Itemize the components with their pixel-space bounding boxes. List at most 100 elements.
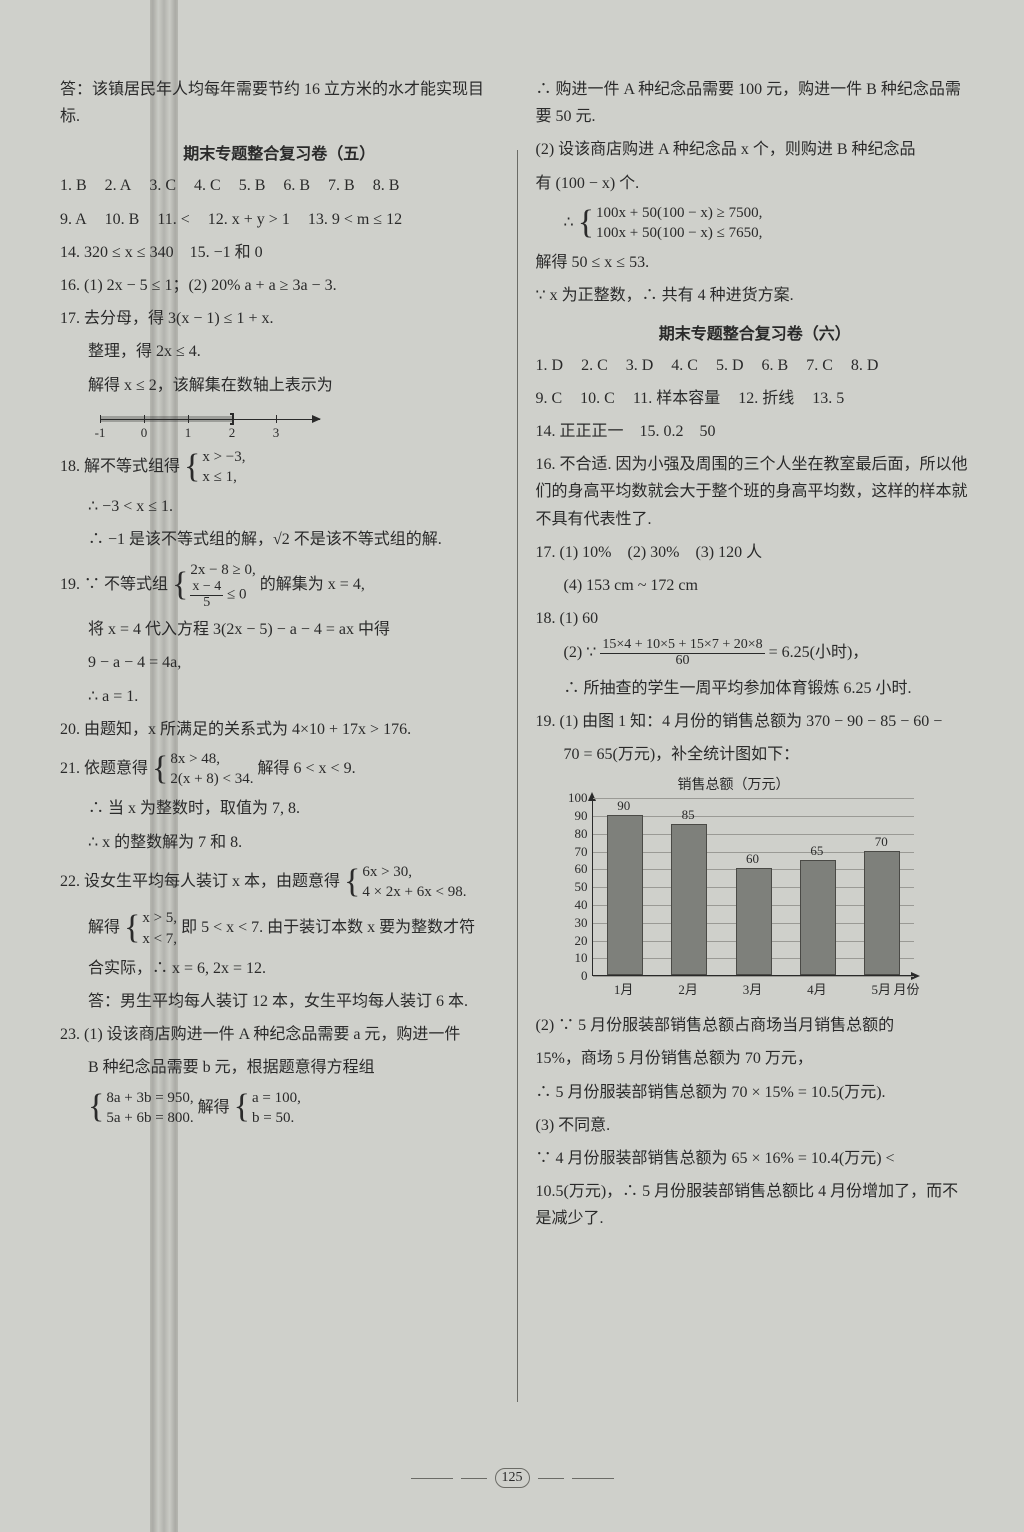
page-number: 125 [40,1467,984,1489]
q18-pre: 18. 解不等式组得 [60,458,180,475]
left-column: 答：该镇居民年人均每年需要节约 16 立方米的水才能实现目标. 期末专题整合复习… [40,30,517,1502]
mc: 2. A [105,177,132,194]
sys-row: x > 5, [142,908,177,928]
mc: 13. 9 < m ≤ 12 [308,211,402,228]
chart-y-tick: 60 [544,861,588,877]
q23-system-2: { a = 100, b = 50. [234,1088,301,1129]
q22a: 解得 { x > 5, x < 7, 即 5 < x < 7. 由于装订本数 x… [60,908,499,949]
mc: 11. 样本容量 [633,390,720,407]
q21-pre: 21. 依题意得 [60,760,148,777]
chart-title: 销售总额（万元） [544,774,924,794]
q23-systems: { 8a + 3b = 950, 5a + 6b = 800. 解得 { a =… [60,1088,499,1129]
rq19c: (3) 不同意. [536,1112,975,1139]
mc: 3. D [626,357,654,374]
sys-row: 2x − 8 ≥ 0, [190,560,255,580]
chart-y-tick: 90 [544,808,588,824]
chart-bar [800,860,836,976]
chart-x-title: 月份 [893,979,919,998]
r-mc-row-1: 1. D 2. C 3. D 4. C 5. D 6. B 7. C 8. D [536,352,975,379]
mc: 10. C [580,390,615,407]
mc: 4. C [671,357,698,374]
bar-chart: 销售总额（万元） 月份 0102030405060708090100901月85… [544,774,924,1004]
rq19b2: 15%，商场 5 月份销售总额为 70 万元， [536,1045,975,1072]
chart-y-tick: 80 [544,826,588,842]
fraction: 15×4 + 10×5 + 15×7 + 20×8 60 [600,638,764,668]
deco-line-icon [461,1478,487,1479]
q22-system: { 6x > 30, 4 × 2x + 6x < 98. [344,862,466,903]
q19b: 9 − a − 4 = 4a, [60,649,499,676]
mc: 5. D [716,357,744,374]
sys-row: x − 4 5 ≤ 0 [190,580,255,610]
mc: 10. B [105,211,140,228]
sys-row: 4 × 2x + 6x < 98. [362,882,466,902]
q23-mid: 解得 [198,1098,230,1115]
q22b: 合实际，∴ x = 6, 2x = 12. [60,955,499,982]
mc-row-1: 1. B 2. A 3. C 4. C 5. B 6. B 7. B 8. B [60,172,499,199]
rq19c3: 10.5(万元)，∴ 5 月份服装部销售总额比 4 月份增加了，而不是减少了. [536,1178,975,1232]
q19c: ∴ a = 1. [60,683,499,710]
chart-bar [736,868,772,975]
rq19a2: 70 = 65(万元)，补全统计图如下： [536,741,975,768]
q21: 21. 依题意得 { 8x > 48, 2(x + 8) < 34. 解得 6 … [60,749,499,790]
q22a-system: { x > 5, x < 7, [124,908,177,949]
q21b: ∴ x 的整数解为 7 和 8. [60,829,499,856]
r-mc-row-2: 9. C 10. C 11. 样本容量 12. 折线 13. 5 [536,385,975,412]
q22: 22. 设女生平均每人装订 x 本，由题意得 { 6x > 30, 4 × 2x… [60,862,499,903]
q21-post: 解得 6 < x < 9. [258,760,356,777]
mc: 2. C [581,357,608,374]
mc: 12. x + y > 1 [208,211,290,228]
r2b: 有 (100 − x) 个. [536,170,975,197]
number-line: -10123 [100,405,320,441]
sys-row: 2(x + 8) < 34. [170,769,253,789]
mc: 13. 5 [812,390,844,407]
mc: 8. B [373,177,400,194]
rq19b3: ∴ 5 月份服装部销售总额为 70 × 15% = 10.5(万元). [536,1079,975,1106]
mc-row-3: 14. 320 ≤ x ≤ 340 15. −1 和 0 [60,239,499,266]
mc: 1. B [60,177,87,194]
mc: 9. A [60,211,87,228]
mc: 11. < [157,211,189,228]
mc: 3. C [149,177,176,194]
r-sys: ∴ { 100x + 50(100 − x) ≥ 7500, 100x + 50… [536,203,975,244]
right-column: ∴ 购进一件 A 种纪念品需要 100 元，购进一件 B 种纪念品需要 50 元… [518,30,985,1502]
q22c: 答：男生平均每人装订 12 本，女生平均每人装订 6 本. [60,988,499,1015]
chart-bar [607,815,643,975]
q18b: ∴ −1 是该不等式组的解，√2 不是该不等式组的解. [60,526,499,553]
fraction: x − 4 5 [190,580,223,610]
intro-text: 答：该镇居民年人均每年需要节约 16 立方米的水才能实现目标. [60,76,499,130]
chart-y-tick: 20 [544,933,588,949]
mc-row-2: 9. A 10. B 11. < 12. x + y > 1 13. 9 < m… [60,206,499,233]
chart-y-tick: 0 [544,968,588,984]
q18a: ∴ −3 < x ≤ 1. [60,493,499,520]
r-system: { 100x + 50(100 − x) ≥ 7500, 100x + 50(1… [578,203,763,244]
rq19c2: ∵ 4 月份服装部销售总额为 65 × 16% = 10.4(万元) < [536,1145,975,1172]
chart-bar-value: 85 [682,807,695,823]
sys-row: 100x + 50(100 − x) ≤ 7650, [596,223,762,243]
r1: ∴ 购进一件 A 种纪念品需要 100 元，购进一件 B 种纪念品需要 50 元… [536,76,975,130]
r4: ∵ x 为正整数，∴ 共有 4 种进货方案. [536,282,975,309]
numline-label: -1 [95,425,106,441]
chart-y-tick: 30 [544,915,588,931]
deco-line-icon [572,1478,614,1479]
q19-pre: 19. ∵ 不等式组 [60,576,168,593]
q18-system: { x > −3, x ≤ 1, [184,447,246,488]
r3: 解得 50 ≤ x ≤ 53. [536,249,975,276]
sys-row: x > −3, [202,447,245,467]
rq17b: (4) 153 cm ~ 172 cm [536,572,975,599]
mc: 7. B [328,177,355,194]
q21a: ∴ 当 x 为整数时，取值为 7, 8. [60,795,499,822]
chart-bar [864,851,900,976]
q19a: 将 x = 4 代入方程 3(2x − 5) − a − 4 = ax 中得 [60,616,499,643]
chart-x-label: 3月 [743,979,763,998]
rq19b: (2) ∵ 5 月份服装部销售总额占商场当月销售总额的 [536,1012,975,1039]
numline-label: 1 [185,425,192,441]
rq19a: 19. (1) 由图 1 知：4 月份的销售总额为 370 − 90 − 85 … [536,708,975,735]
sys-row: 5a + 6b = 800. [106,1108,193,1128]
chart-y-tick: 40 [544,897,588,913]
rq18b-suf: = 6.25(小时)， [769,644,869,661]
rq18c: ∴ 所抽查的学生一周平均参加体育锻炼 6.25 小时. [536,675,975,702]
mc: 8. D [851,357,879,374]
q23b: B 种纪念品需要 b 元，根据题意得方程组 [60,1054,499,1081]
q19: 19. ∵ 不等式组 { 2x − 8 ≥ 0, x − 4 5 ≤ 0 [60,560,499,611]
rq16: 16. 不合适. 因为小强及周围的三个人坐在教室最后面，所以他们的身高平均数就会… [536,451,975,533]
